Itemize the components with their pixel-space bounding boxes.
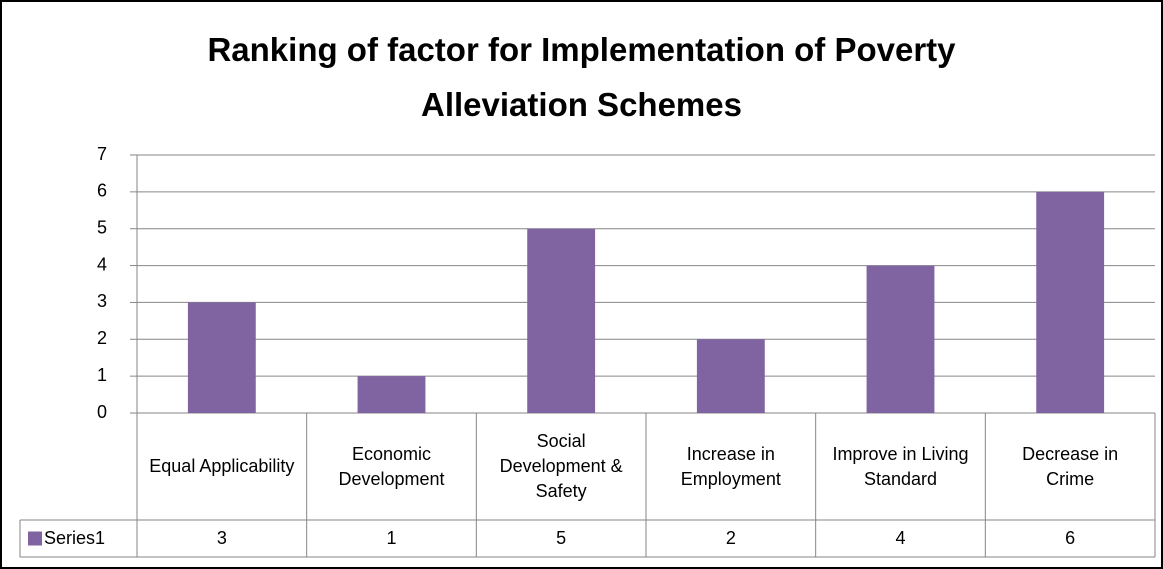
y-tick-label: 6 [97,181,107,201]
chart-title: Ranking of factor for Implementation of … [207,31,956,123]
y-tick-label: 2 [97,328,107,348]
category-label: Equal Applicability [149,456,295,476]
category-label: Economic Development [338,443,445,489]
bar [866,265,935,413]
table-value: 6 [1065,528,1076,548]
y-tick-label: 7 [97,144,107,164]
y-tick-label: 5 [97,217,107,237]
table-value: 2 [725,528,736,548]
bar [187,302,256,413]
category-label: Social Development & Safety [499,431,623,501]
bar [527,228,596,413]
table-value: 3 [216,528,227,548]
legend-key [28,531,42,546]
bar [357,376,426,413]
y-tick-label: 3 [97,291,107,311]
title-box: Ranking of factor for Implementation of … [0,22,1163,132]
table-value: 1 [386,528,397,548]
category-label: Increase in Employment [680,443,781,489]
y-tick-label: 4 [97,254,107,274]
y-tick-label: 1 [97,365,107,385]
table-value: 4 [895,528,906,548]
category-label: Improve in Living Standard [832,443,969,489]
bar [1036,191,1105,413]
bar [696,339,765,413]
legend-label: Series1 [44,528,106,548]
category-label: Decrease in Crime [1022,443,1119,489]
y-tick-label: 0 [97,402,107,422]
table-value: 5 [556,528,567,548]
